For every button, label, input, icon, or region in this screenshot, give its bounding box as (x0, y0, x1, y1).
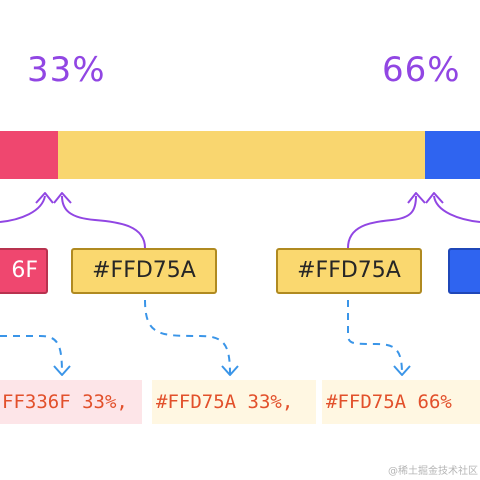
code-segment-yellow-right: #FFD75A 66% (322, 380, 480, 424)
color-box-yellow-left: #FFD75A (71, 248, 217, 294)
dashed-arrowhead-yellow-right (393, 365, 411, 376)
arrowhead-33-b (53, 192, 72, 204)
arrow-yellow-to-33 (61, 195, 146, 249)
code-segment-yellow-left: #FFD75A 33%, (152, 380, 316, 424)
watermark: @稀土掘金技术社区 (388, 466, 478, 477)
color-box-blue (448, 248, 480, 294)
color-box-pink: 6F (0, 248, 48, 294)
arrowhead-66-a (407, 192, 426, 204)
dashed-arrow-yellow-right (347, 300, 403, 375)
arrow-yellow-to-66 (347, 195, 417, 249)
arrowhead-33-a (35, 192, 54, 204)
dashed-arrow-yellow (144, 299, 231, 375)
dashed-arrow-pink (0, 335, 63, 375)
bar-segment-pink (0, 131, 58, 179)
dashed-arrowhead-pink (53, 365, 71, 376)
dashed-arrowhead-yellow (221, 365, 239, 376)
percent-label-66: 66% (382, 50, 461, 90)
arrow-blue-to-66 (433, 195, 480, 223)
arrow-pink-to-33 (0, 195, 46, 223)
bar-segment-yellow (58, 131, 425, 179)
bar-segment-blue (425, 131, 480, 179)
color-box-yellow-right: #FFD75A (276, 248, 422, 294)
arrowhead-66-b (425, 192, 444, 204)
code-segment-pink: FF336F 33%, (0, 380, 142, 424)
percent-label-33: 33% (27, 50, 106, 90)
